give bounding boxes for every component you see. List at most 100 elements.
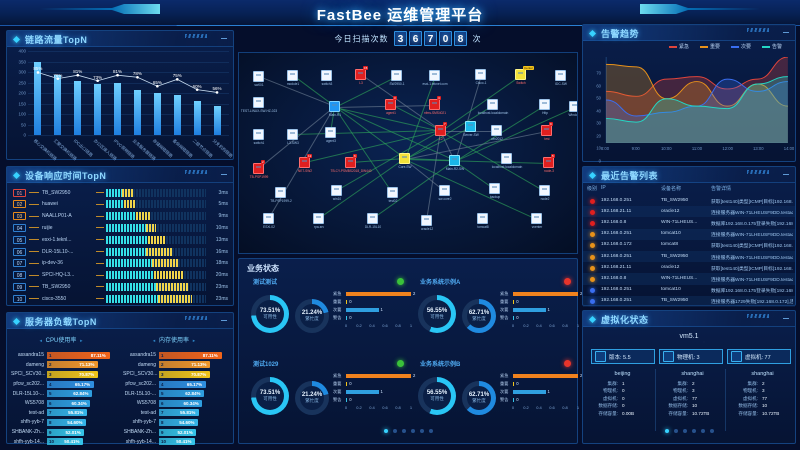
topology-node[interactable] (399, 153, 410, 164)
server-load-row[interactable]: SHBANK-Zh... 9 52.01% (123, 428, 231, 437)
carousel-dot[interactable] (691, 429, 696, 433)
carousel-dot[interactable] (392, 429, 397, 433)
carousel-dot[interactable] (673, 429, 678, 433)
topology-node[interactable] (345, 157, 356, 168)
topology-node[interactable] (331, 185, 342, 196)
virtualization-chip[interactable]: 虚拟机: 77 (727, 349, 791, 364)
table-row[interactable]: 192.168.0.251 tomcat10 数据库192.168.0.175登录失… (583, 285, 795, 296)
topology-node[interactable] (501, 153, 512, 164)
server-load-row[interactable]: WS5708 6 60.34% (123, 399, 231, 408)
server-load-row[interactable]: assandra15 1 87.11% (11, 351, 119, 360)
topology-node[interactable] (387, 187, 398, 198)
server-load-row[interactable]: dameng 2 71.13% (11, 361, 119, 370)
server-load-row[interactable]: DLR-15L10-... 5 62.84% (123, 389, 231, 398)
topology-node[interactable] (539, 99, 550, 110)
topology-node[interactable] (355, 69, 366, 80)
device-response-row[interactable]: 08 SPCI-HQ-L3... 20ms (13, 270, 228, 281)
traffic-bar[interactable] (114, 83, 122, 135)
topology-node[interactable] (491, 125, 502, 136)
topology-node[interactable] (531, 213, 542, 224)
topology-node[interactable] (385, 99, 396, 110)
device-response-row[interactable]: 06 DLR-15L10-... 16ms (13, 246, 228, 257)
server-load-row[interactable]: shfh-yyb-14... 10 50.41% (123, 437, 231, 446)
topology-node[interactable] (429, 99, 440, 110)
server-load-row[interactable]: shfh-yyb-7 8 54.60% (11, 418, 119, 427)
device-response-row[interactable]: 03 NAALLP01-A 9ms (13, 211, 228, 222)
traffic-bar[interactable] (173, 94, 181, 135)
device-response-row[interactable]: 07 ip-dev-36 18ms (13, 258, 228, 269)
topology-node[interactable] (555, 70, 566, 81)
server-load-row[interactable]: SHBANK-Zh... 9 52.01% (11, 428, 119, 437)
carousel-dot[interactable] (419, 429, 424, 433)
server-load-row[interactable]: DLR-15L10-... 5 62.84% (11, 389, 119, 398)
legend-item[interactable]: 重要 (700, 43, 720, 50)
topology-node[interactable] (313, 213, 324, 224)
table-row[interactable]: 192.168.0.172 tomcat8 获取[test140]类型[ICMP]目… (583, 240, 795, 251)
topology-node[interactable] (275, 187, 286, 198)
topology-node[interactable] (435, 125, 446, 136)
minus-icon[interactable] (221, 174, 227, 175)
business-cell[interactable]: 测试测试 73.51% 可用性 21.24% 繁忙度 紧急 2 重要 0 次要 1 警告 0 0 0.2 0.… (247, 277, 415, 349)
device-response-row[interactable]: 02 huawei 5ms (13, 199, 228, 210)
topology-node[interactable] (367, 213, 378, 224)
carousel-dot[interactable] (383, 429, 388, 433)
network-topology-map[interactable]: sw001 module1 switch3 L3 15 SW2950-1 esxi-1.te… (238, 52, 578, 254)
server-load-row[interactable]: test-ad 7 55.81% (123, 409, 231, 418)
topology-node[interactable] (543, 157, 554, 168)
table-row[interactable]: 192.168.0.251 TB_SW2950 获取[test140]类型[ICMP… (583, 195, 795, 206)
minus-icon[interactable] (783, 318, 789, 319)
traffic-bar[interactable] (34, 61, 42, 135)
traffic-bar[interactable] (133, 89, 141, 135)
traffic-bar[interactable] (54, 75, 62, 135)
device-response-row[interactable]: 05 esxi-1.teknl... 13ms (13, 234, 228, 245)
topology-node[interactable] (477, 213, 488, 224)
table-row[interactable]: 192.168.0.8 WIN-71LHEUS... 连接服务器WIN-71LHEU… (583, 273, 795, 285)
carousel-dot[interactable] (700, 429, 705, 433)
table-row[interactable]: 192.168.21.11 oracle12 获取[test140]类型[ICMP]… (583, 262, 795, 273)
table-row[interactable]: 192.168.0.8 WIN-71LHEUS... 数据库192.168.0.17… (583, 217, 795, 228)
carousel-dot[interactable] (682, 429, 687, 433)
topology-node[interactable] (421, 215, 432, 226)
topology-node[interactable] (253, 163, 264, 174)
traffic-bar[interactable] (153, 93, 161, 135)
carousel-dot[interactable] (709, 429, 714, 433)
virtualization-chip[interactable]: 版本: 5.5 (591, 349, 655, 364)
business-cell[interactable]: 业务系统示例A56.55%可用性62.71%繁忙度紧急2重要0次要1警告000.… (414, 277, 582, 349)
server-load-row[interactable]: SPCI_SCV30... 3 70.87% (123, 370, 231, 379)
server-load-row[interactable]: WS5708 6 60.34% (11, 399, 119, 408)
carousel-dot[interactable] (410, 429, 415, 433)
server-load-row[interactable]: pfcw_sc202... 4 65.17% (123, 380, 231, 389)
topology-node[interactable] (263, 213, 274, 224)
topology-node[interactable] (541, 125, 552, 136)
minus-icon[interactable] (221, 320, 227, 321)
server-load-row[interactable]: assandra15 1 87.11% (123, 351, 231, 360)
topology-node[interactable] (287, 70, 298, 81)
topology-node[interactable] (429, 70, 440, 81)
topology-node[interactable] (489, 183, 500, 194)
legend-item[interactable]: 紧急 (669, 43, 689, 50)
minus-icon[interactable] (783, 32, 789, 33)
business-carousel-dots[interactable] (239, 420, 577, 438)
topology-node[interactable] (449, 155, 460, 166)
legend-item[interactable]: 次要 (731, 43, 751, 50)
virtualization-chip[interactable]: 物理机: 3 (659, 349, 723, 364)
traffic-bar[interactable] (193, 100, 201, 135)
traffic-bar[interactable] (94, 83, 102, 135)
server-load-row[interactable]: shfh-yyb-7 8 54.60% (123, 418, 231, 427)
traffic-bar[interactable] (213, 106, 221, 135)
virtualization-carousel-dots[interactable] (583, 420, 795, 438)
topology-node[interactable] (487, 99, 498, 110)
topology-node[interactable] (299, 157, 310, 168)
carousel-dot[interactable] (428, 429, 433, 433)
device-response-row[interactable]: 10 cisco-3550 23ms (13, 293, 228, 304)
minus-icon[interactable] (221, 38, 227, 39)
table-row[interactable]: 192.168.21.11 oracle12 连接服务器WIN-71LHEUSF9D… (583, 206, 795, 218)
carousel-dot[interactable] (401, 429, 406, 433)
minus-icon[interactable] (783, 174, 789, 175)
server-load-row[interactable]: shfh-yyb-14... 10 50.41% (11, 437, 119, 446)
topology-node[interactable] (321, 70, 332, 81)
table-row[interactable]: 192.168.0.251 TB_SW2950 连接服务器WIN-71LHEUSF9… (583, 251, 795, 263)
topology-node[interactable] (287, 129, 298, 140)
topology-node[interactable] (569, 101, 577, 112)
topology-node[interactable] (439, 185, 450, 196)
